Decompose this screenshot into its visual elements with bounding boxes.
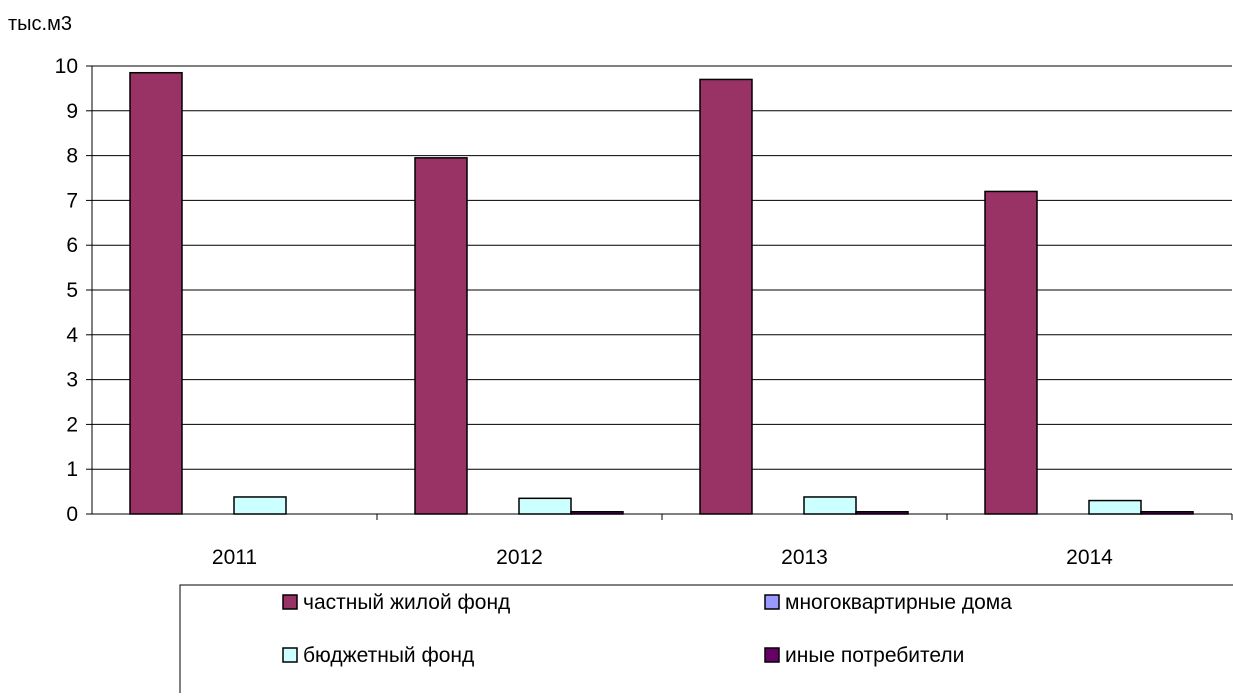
legend-label: иные потребители — [785, 644, 964, 667]
y-tick-label: 1 — [66, 458, 78, 481]
legend-label: частный жилой фонд — [303, 591, 510, 614]
legend-swatch — [282, 594, 298, 610]
y-tick-label: 5 — [66, 279, 78, 302]
legend-swatch — [282, 647, 298, 663]
bar — [699, 78, 753, 515]
legend-swatch — [764, 647, 780, 663]
bar — [129, 71, 183, 515]
y-tick-label: 10 — [55, 55, 78, 78]
y-tick-label: 2 — [66, 413, 78, 436]
y-tick-label: 4 — [66, 324, 78, 347]
legend-box — [179, 584, 1233, 696]
y-tick-label: 3 — [66, 369, 78, 392]
x-tick-label: 2013 — [781, 546, 828, 569]
legend-swatch — [764, 594, 780, 610]
bar — [803, 496, 857, 515]
bar — [414, 157, 468, 515]
legend-label: многоквартирные дома — [785, 591, 1012, 614]
x-tick-label: 2011 — [212, 546, 257, 569]
y-tick-label: 7 — [66, 189, 78, 212]
bar — [1088, 499, 1142, 515]
x-tick-label: 2012 — [496, 546, 543, 569]
y-tick-label: 6 — [66, 234, 78, 257]
x-tick-label: 2014 — [1066, 546, 1113, 569]
y-axis-label: тыс.м3 — [8, 13, 72, 35]
legend-label: бюджетный фонд — [303, 644, 474, 667]
y-tick-label: 8 — [66, 145, 78, 168]
bar — [984, 190, 1038, 515]
bar — [518, 497, 572, 515]
bar — [233, 496, 287, 515]
y-tick-label: 0 — [66, 503, 78, 526]
y-tick-label: 9 — [66, 100, 78, 123]
